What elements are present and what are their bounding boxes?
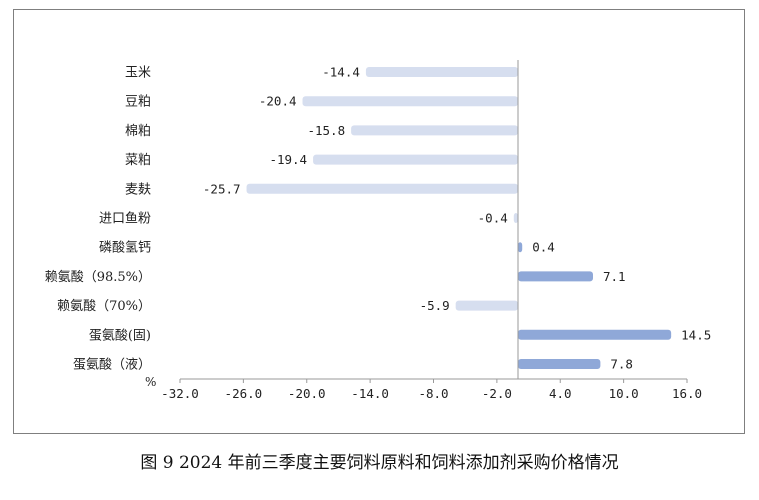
bar [518, 271, 593, 282]
x-tick-label: -2.0 [482, 386, 512, 401]
data-label: 7.1 [603, 269, 626, 284]
category-label: 蛋氨酸（液） [73, 358, 151, 373]
data-label: -19.4 [269, 152, 307, 167]
data-label: 0.4 [532, 240, 555, 255]
bar [518, 329, 672, 340]
category-label: 磷酸氢钙 [99, 241, 151, 256]
category-label: 赖氨酸（70%） [57, 299, 151, 314]
unit-label: % [145, 375, 156, 389]
x-tick-label: -8.0 [418, 386, 448, 401]
bar [518, 359, 601, 369]
figure-caption: 图 9 2024 年前三季度主要饲料原料和饲料添加剂采购价格情况 [140, 453, 619, 473]
bar [365, 67, 518, 77]
x-tick-label: -20.0 [288, 386, 326, 401]
data-label: -5.9 [420, 298, 450, 313]
category-label: 赖氨酸（98.5%） [45, 270, 151, 285]
category-label: 豆粕 [125, 95, 151, 110]
data-label: -25.7 [203, 181, 241, 196]
data-label: -15.8 [307, 123, 345, 138]
category-label: 玉米 [125, 66, 151, 81]
bar [351, 125, 518, 136]
bar [246, 183, 518, 194]
category-label: 麦麸 [125, 182, 151, 197]
bar [518, 242, 523, 253]
chart-frame: -32.0 -26.0 -20.0 -14.0 -8.0 -2.0 4.0 10.0 16.0 … [13, 9, 745, 434]
x-tick-label: -26.0 [225, 386, 263, 401]
x-tick-label: 16.0 [672, 386, 702, 401]
x-tick-label: -14.0 [351, 386, 389, 401]
data-label: 14.5 [681, 327, 711, 342]
data-label: -14.4 [322, 65, 360, 80]
x-tick-label: 10.0 [609, 386, 639, 401]
bar [513, 213, 518, 223]
x-tick-label: -32.0 [161, 386, 199, 401]
bar [313, 154, 518, 165]
category-label: 棉粕 [125, 124, 151, 139]
category-label: 蛋氨酸(固) [89, 328, 151, 343]
bar [455, 300, 518, 311]
category-label: 进口鱼粉 [99, 211, 151, 227]
x-tick-label: 4.0 [549, 386, 572, 401]
data-label: -20.4 [259, 94, 297, 109]
data-label: 7.8 [610, 357, 633, 372]
bar [302, 96, 518, 107]
bar-chart: -32.0 -26.0 -20.0 -14.0 -8.0 -2.0 4.0 10.0 16.0 … [45, 60, 711, 401]
data-label: -0.4 [478, 211, 508, 226]
category-label: 菜粕 [125, 153, 151, 168]
